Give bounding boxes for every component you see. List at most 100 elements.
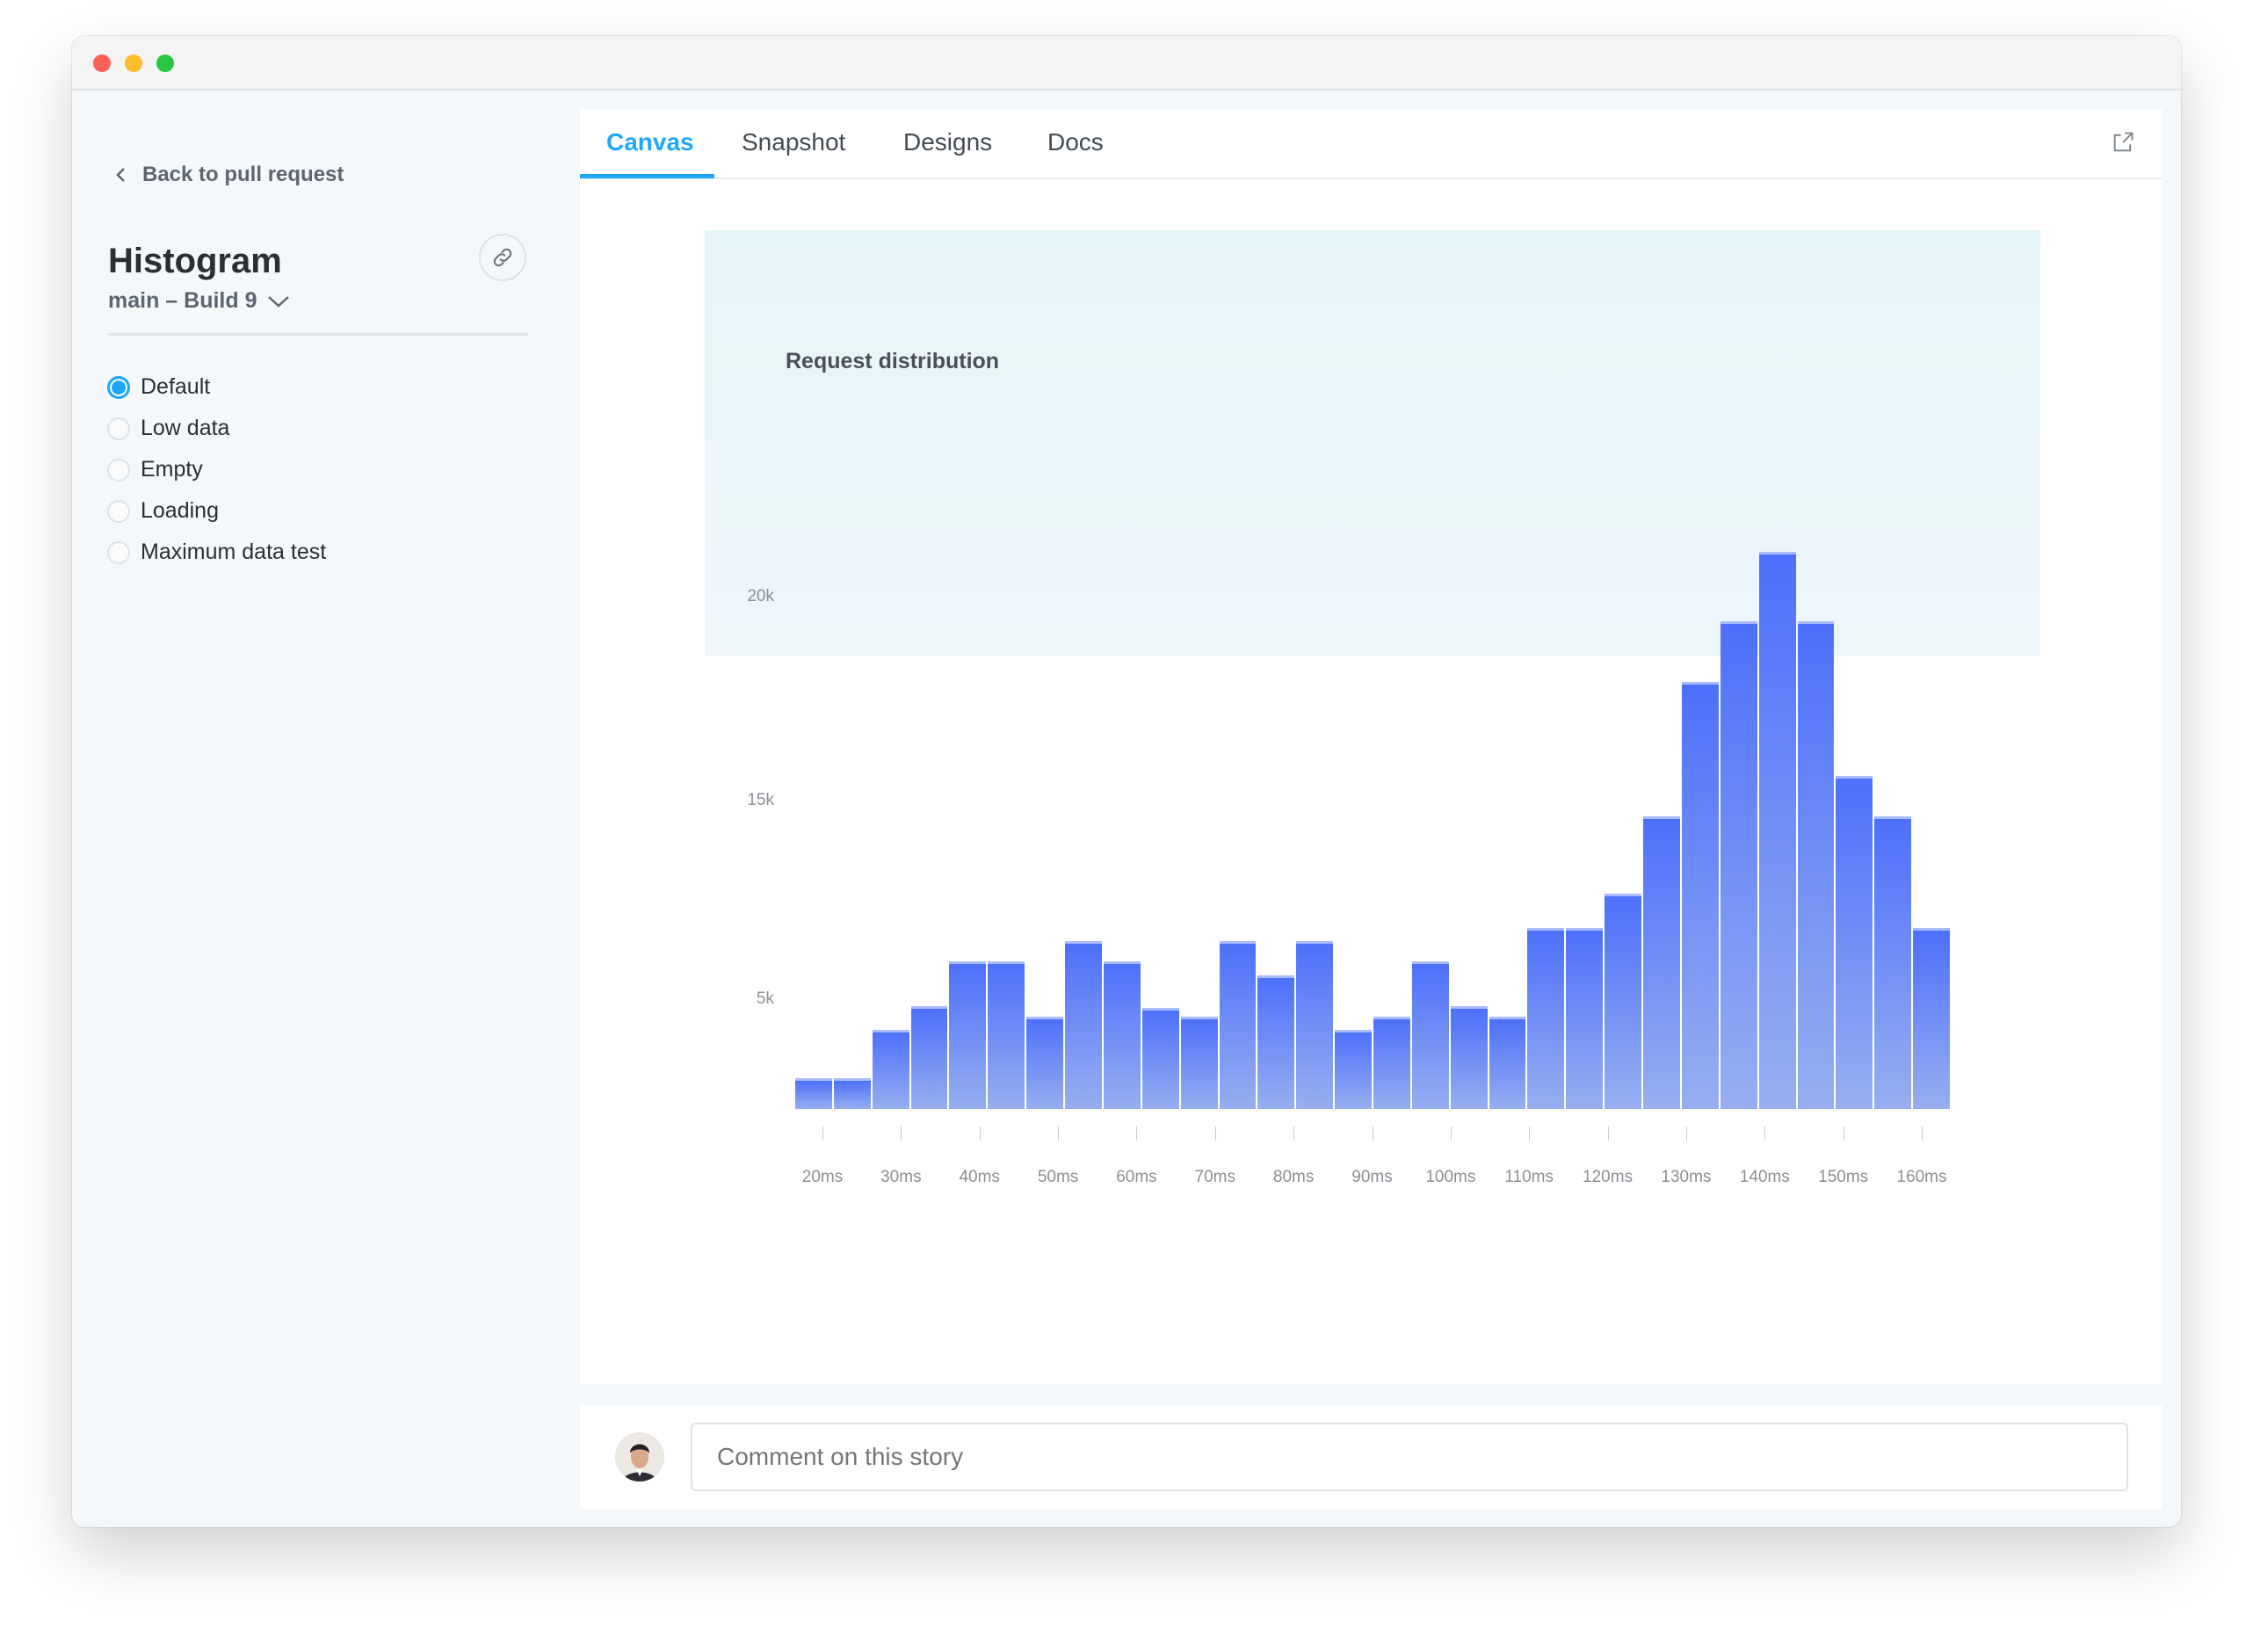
histogram-bar (1836, 776, 1873, 1109)
radio-button[interactable] (107, 499, 130, 523)
tab-canvas[interactable]: Canvas (606, 128, 694, 156)
x-tick-mark (1136, 1127, 1138, 1141)
y-tick-label: 20k (747, 587, 774, 605)
x-tick-mark (822, 1127, 823, 1141)
story-option[interactable]: Maximum data test (107, 532, 326, 573)
y-tick-label: 5k (756, 989, 774, 1008)
story-label: Default (141, 374, 211, 399)
x-tick-label: 100ms (1425, 1168, 1476, 1186)
story-label: Loading (141, 498, 219, 523)
histogram-bar (833, 1078, 871, 1109)
tab-designs[interactable]: Designs (903, 128, 993, 156)
chart-title: Request distribution (786, 349, 1000, 373)
story-label: Maximum data test (141, 540, 327, 564)
histogram-bar (1913, 927, 1950, 1109)
x-tick-label: 50ms (1037, 1168, 1079, 1186)
x-tick-label: 40ms (959, 1168, 1000, 1186)
histogram-bar (1566, 927, 1604, 1109)
histogram-bar (1219, 941, 1257, 1109)
histogram-bar (1797, 620, 1835, 1109)
histogram-bar (1758, 551, 1796, 1109)
component-title: Histogram (108, 242, 282, 280)
browser-window: Back to pull request Histogram main – Bu… (72, 36, 2181, 1527)
x-tick-mark (1764, 1127, 1766, 1141)
histogram-bar (1605, 894, 1642, 1109)
histogram-bar (1141, 1008, 1179, 1109)
link-icon (493, 248, 512, 267)
radio-button[interactable] (107, 458, 130, 482)
histogram-bar (1180, 1017, 1218, 1109)
histogram-bar (1026, 1017, 1064, 1109)
histogram-bar (1450, 1005, 1488, 1109)
x-tick-label: 90ms (1351, 1168, 1393, 1186)
x-tick-mark (1685, 1127, 1687, 1141)
story-label: Low data (141, 416, 230, 440)
x-tick-label: 140ms (1739, 1168, 1790, 1186)
story-option[interactable]: Low data (107, 408, 326, 449)
histogram-bar (988, 961, 1025, 1109)
x-tick-label: 130ms (1661, 1168, 1712, 1186)
x-tick-mark (1450, 1127, 1452, 1141)
sidebar: Back to pull request Histogram main – Bu… (72, 91, 580, 1527)
histogram-bar (1103, 961, 1141, 1109)
x-tick-mark (1529, 1127, 1531, 1141)
histogram-bar (1335, 1030, 1372, 1109)
copy-link-button[interactable] (479, 234, 526, 281)
radio-button[interactable] (107, 375, 130, 399)
histogram-bar (1257, 975, 1295, 1109)
story-option[interactable]: Empty (107, 449, 326, 490)
histogram-bar (1874, 816, 1912, 1109)
x-tick-label: 120ms (1583, 1168, 1634, 1186)
divider (108, 333, 528, 336)
x-tick-label: 80ms (1272, 1168, 1315, 1186)
back-to-pull-request-link[interactable]: Back to pull request (114, 163, 344, 187)
x-tick-label: 70ms (1194, 1168, 1236, 1186)
x-tick-label: 150ms (1818, 1168, 1869, 1186)
story-option[interactable]: Default (107, 366, 326, 408)
histogram-bar (872, 1030, 909, 1109)
x-tick-mark (1922, 1127, 1923, 1141)
radio-button[interactable] (107, 417, 130, 440)
histogram-bar (1411, 961, 1449, 1109)
x-tick-label: 160ms (1896, 1168, 1947, 1186)
minimize-window-button[interactable] (125, 54, 142, 72)
tab-snapshot[interactable]: Snapshot (742, 128, 846, 156)
histogram-bar (1296, 941, 1334, 1109)
build-selector[interactable]: main – Build 9 (108, 288, 290, 314)
chevron-down-icon (268, 295, 290, 308)
histogram-bar (910, 1005, 948, 1109)
user-avatar (615, 1432, 664, 1482)
histogram-bar (1681, 682, 1719, 1109)
histogram-bar (1489, 1017, 1526, 1109)
tab-bar: Canvas Snapshot Designs Docs (580, 109, 2162, 179)
histogram-chart: Request distribution 20k 15k 5k 20ms 30ms 40m… (705, 230, 2040, 1186)
histogram-bar (1527, 927, 1565, 1109)
radio-button[interactable] (107, 540, 130, 564)
comment-bar (580, 1405, 2162, 1509)
story-label: Empty (141, 457, 203, 482)
histogram-bar (795, 1078, 832, 1109)
tab-docs[interactable]: Docs (1047, 128, 1104, 156)
close-window-button[interactable] (93, 54, 111, 72)
histogram-bar (1373, 1017, 1410, 1109)
story-list: Default Low data Empty Loading Maximum data … (107, 366, 326, 573)
x-tick-label: 20ms (801, 1168, 844, 1186)
story-option[interactable]: Loading (107, 490, 326, 532)
x-tick-mark (1058, 1127, 1060, 1141)
x-tick-label: 110ms (1504, 1168, 1554, 1186)
back-label: Back to pull request (142, 163, 344, 186)
comment-input[interactable] (691, 1423, 2128, 1491)
maximize-window-button[interactable] (156, 54, 174, 72)
external-link-icon[interactable] (2111, 130, 2135, 155)
histogram-bar (1643, 816, 1680, 1109)
y-tick-label: 15k (747, 791, 774, 809)
canvas-panel: Canvas Snapshot Designs Docs Request dis… (580, 109, 2162, 1384)
x-tick-mark (1293, 1127, 1295, 1141)
x-tick-mark (1214, 1127, 1216, 1141)
active-tab-indicator (580, 174, 714, 178)
histogram-bar (949, 961, 987, 1109)
chevron-left-icon (116, 168, 125, 182)
build-label: main – Build 9 (108, 288, 257, 313)
user-avatar-image (615, 1432, 664, 1482)
x-tick-label: 30ms (880, 1168, 922, 1186)
